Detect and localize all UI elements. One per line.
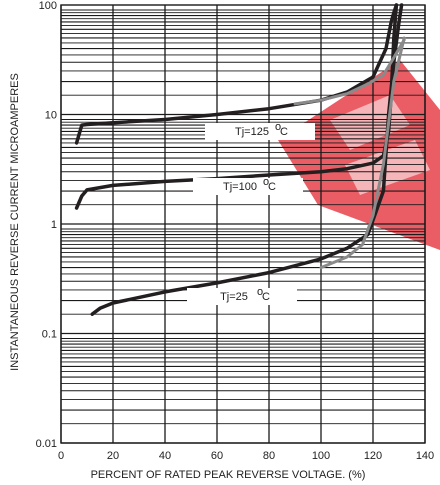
curve-label-degree: o: [257, 286, 263, 298]
curve-label-unit: C: [262, 291, 270, 303]
x-tick-labels: 0 20 40 60 80 100 120 140: [58, 450, 434, 462]
y-tick-label: 100: [39, 0, 57, 12]
x-tick-label: 20: [107, 450, 119, 462]
y-tick-label: 1: [51, 219, 57, 231]
curve-label-bg: [187, 288, 297, 305]
plot-border: [60, 4, 426, 444]
curve-label: Tj=25: [220, 291, 248, 303]
x-tick-label: 100: [312, 450, 330, 462]
chart-series: [74, 3, 406, 316]
series-line-2: [90, 3, 404, 316]
x-tick-label: 0: [58, 450, 64, 462]
curve-label: Tj=125: [235, 126, 269, 138]
x-tick-label: 60: [211, 450, 223, 462]
curve-label-bg: [205, 123, 315, 140]
y-tick-label: 10: [45, 110, 57, 122]
x-axis-title: PERCENT OF RATED PEAK REVERSE VOLTAGE. (…: [91, 469, 366, 481]
curve-label-unit: C: [268, 181, 276, 193]
curve-label-unit: C: [280, 126, 288, 138]
x-tick-label: 140: [416, 450, 434, 462]
plot-frame: [60, 4, 426, 444]
curve-label: Tj=100: [223, 181, 257, 193]
y-tick-label: 0.01: [36, 438, 57, 450]
curve-label-degree: o: [275, 121, 281, 133]
y-axis-title: INSTANTANEOUS REVERSE CURRENT MICROAMPER…: [9, 73, 21, 371]
x-tick-label: 40: [159, 450, 171, 462]
watermark-shape: [278, 60, 440, 250]
curve-label-bg: [193, 178, 303, 195]
x-tick-label: 80: [263, 450, 275, 462]
watermark-shape: [345, 140, 430, 195]
x-tick-label: 120: [364, 450, 382, 462]
y-tick-labels: 0.01 0.1 1 10 100: [36, 0, 57, 450]
curve-label-degree: o: [263, 176, 269, 188]
y-tick-label: 0.1: [42, 329, 57, 341]
